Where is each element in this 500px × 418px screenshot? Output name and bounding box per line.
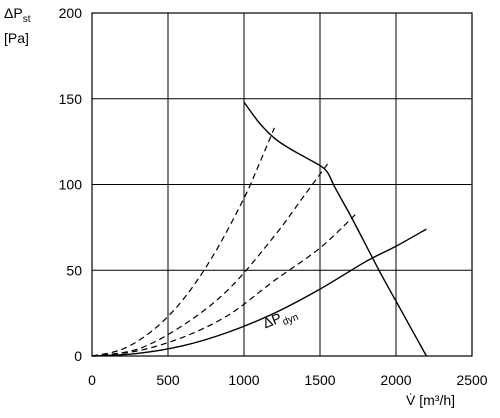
- x-axis-label: V̇ [m³/h]: [406, 392, 456, 408]
- x-tick-label: 2000: [380, 372, 411, 388]
- y-tick-label: 200: [59, 5, 83, 21]
- plot-frame: [91, 12, 473, 357]
- y-tick-label: 50: [66, 262, 82, 278]
- series-line-5: [91, 228, 427, 357]
- series-line-3: [91, 163, 329, 357]
- x-tick-label: 1500: [304, 372, 335, 388]
- x-tick-label: 500: [156, 372, 180, 388]
- series-line-4: [91, 211, 359, 357]
- y-axis-label-unit: [Pa]: [4, 29, 29, 46]
- y-tick-label: 0: [74, 348, 82, 364]
- y-tick-label: 100: [59, 177, 83, 193]
- annotation-dpdyn: ΔPdyn: [260, 303, 300, 335]
- y-axis-label-symbol: ΔP: [4, 5, 23, 21]
- y-tick-label: 150: [59, 91, 83, 107]
- x-tick-label: 1000: [228, 372, 259, 388]
- annotation-dpdyn-subscript: dyn: [281, 312, 300, 328]
- series-line-2: [91, 127, 275, 357]
- annotation-dpdyn-symbol: ΔP: [260, 310, 283, 332]
- series-line-1: [243, 101, 428, 357]
- y-axis-label-subscript: st: [22, 13, 31, 25]
- annotation-dpdyn-label: ΔPdyn: [260, 303, 300, 335]
- x-tick-label: 0: [88, 372, 96, 388]
- y-axis-label: ΔPst [Pa]: [4, 4, 30, 47]
- x-tick-label: 2500: [456, 372, 487, 388]
